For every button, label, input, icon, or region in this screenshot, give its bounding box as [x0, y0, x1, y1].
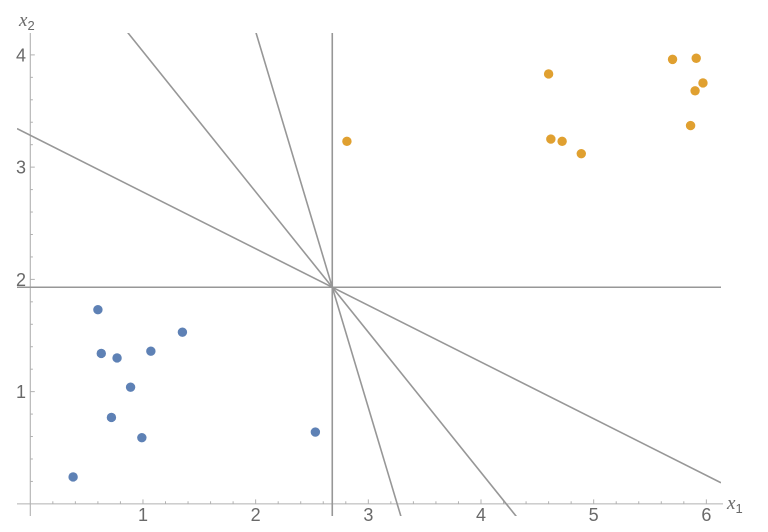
x-tick-label: 2: [251, 505, 261, 525]
x-axis-label-base: x: [727, 493, 736, 514]
data-point-class-orange: [546, 134, 556, 144]
data-point-class-blue: [96, 348, 106, 359]
data-point-class-blue: [137, 432, 147, 443]
x-tick-label: 4: [476, 505, 486, 525]
data-point-class-blue: [93, 304, 103, 315]
y-axis-label: x2: [19, 10, 35, 33]
data-point-class-orange: [685, 120, 696, 131]
data-point-class-blue: [112, 353, 122, 363]
y-axis-label-subscript: 2: [27, 18, 35, 33]
x-axis-label-subscript: 1: [735, 501, 743, 516]
data-point-class-blue: [68, 472, 78, 482]
y-tick-label: 2: [16, 270, 26, 290]
y-tick-label: 3: [16, 158, 26, 178]
data-point-class-blue: [310, 427, 321, 437]
data-point-class-orange: [690, 86, 700, 96]
data-point-class-blue: [146, 346, 156, 356]
separator-shallow: [17, 127, 721, 484]
y-tick-label: 4: [16, 45, 26, 65]
data-point-class-orange: [691, 53, 701, 63]
data-point-class-orange: [557, 136, 567, 147]
data-point-class-orange: [698, 78, 708, 88]
data-point-class-blue: [125, 382, 136, 392]
y-axis-label-base: x: [19, 10, 28, 31]
data-point-class-orange: [576, 148, 586, 159]
x-tick-label: 1: [138, 505, 148, 525]
x-tick-label: 5: [589, 505, 599, 525]
data-point-class-orange: [543, 69, 554, 79]
data-point-class-orange: [667, 54, 678, 65]
x-tick-label: 6: [701, 505, 711, 525]
separator-medium: [127, 33, 518, 516]
x-tick-label: 3: [363, 505, 373, 525]
y-tick-label: 1: [16, 382, 26, 402]
data-point-class-blue: [177, 327, 188, 337]
separator-steep: [255, 33, 402, 516]
data-point-class-blue: [106, 412, 117, 423]
x-axis-label: x1: [727, 493, 743, 516]
data-point-class-orange: [342, 136, 352, 147]
